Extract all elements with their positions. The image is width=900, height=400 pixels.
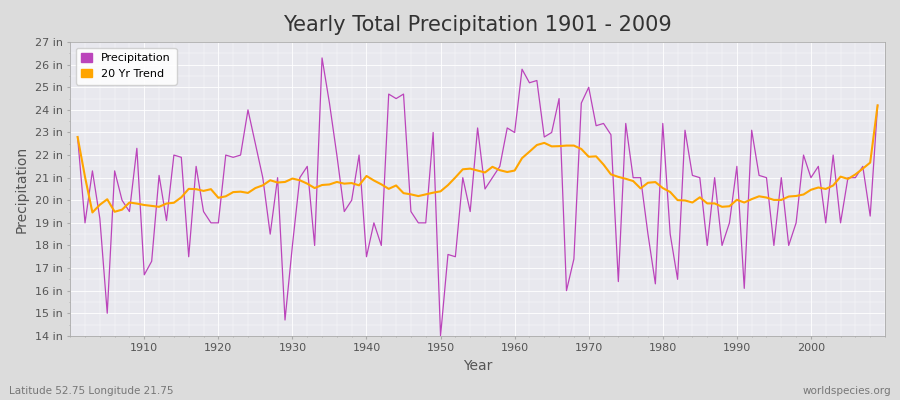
20 Yr Trend (517, 156, 527, 160)
Precipitation (613, 279, 624, 284)
20 Yr Trend (346, 181, 357, 186)
Precipitation (517, 67, 527, 72)
Precipitation (72, 134, 83, 139)
Title: Yearly Total Precipitation 1901 - 2009: Yearly Total Precipitation 1901 - 2009 (284, 15, 672, 35)
20 Yr Trend (302, 181, 312, 186)
Y-axis label: Precipitation: Precipitation (15, 145, 29, 232)
Legend: Precipitation, 20 Yr Trend: Precipitation, 20 Yr Trend (76, 48, 176, 84)
20 Yr Trend (72, 134, 83, 139)
X-axis label: Year: Year (463, 359, 492, 373)
Precipitation (436, 334, 446, 338)
Precipitation (346, 198, 357, 203)
20 Yr Trend (509, 168, 520, 173)
Precipitation (317, 56, 328, 60)
20 Yr Trend (872, 103, 883, 108)
Precipitation (524, 80, 535, 85)
Precipitation (872, 103, 883, 108)
20 Yr Trend (87, 210, 98, 215)
20 Yr Trend (139, 203, 149, 208)
Text: worldspecies.org: worldspecies.org (803, 386, 891, 396)
20 Yr Trend (606, 172, 616, 177)
Line: Precipitation: Precipitation (77, 58, 878, 336)
Precipitation (131, 146, 142, 151)
Precipitation (294, 175, 305, 180)
Text: Latitude 52.75 Longitude 21.75: Latitude 52.75 Longitude 21.75 (9, 386, 174, 396)
Line: 20 Yr Trend: 20 Yr Trend (77, 105, 878, 212)
